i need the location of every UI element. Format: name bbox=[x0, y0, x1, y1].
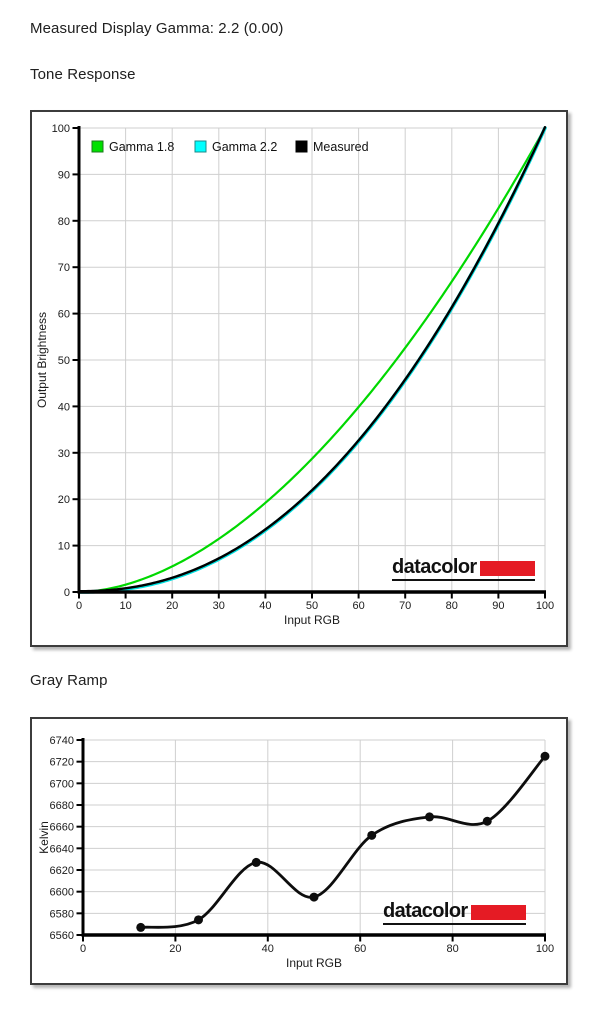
datacolor-logo-red-bar bbox=[470, 905, 526, 920]
svg-text:70: 70 bbox=[58, 262, 70, 274]
gray-ramp-chart: 0 20 40 60 80 100 6560 6580 6600 6620 6640 6660 6680… bbox=[37, 735, 554, 970]
svg-text:0: 0 bbox=[64, 587, 70, 599]
gray-ramp-title: Gray Ramp bbox=[30, 672, 108, 689]
svg-text:6700: 6700 bbox=[50, 778, 74, 790]
svg-text:20: 20 bbox=[169, 943, 181, 955]
svg-text:70: 70 bbox=[399, 600, 411, 612]
svg-text:6660: 6660 bbox=[50, 822, 74, 834]
svg-text:40: 40 bbox=[262, 943, 274, 955]
svg-text:40: 40 bbox=[259, 600, 271, 612]
svg-text:6600: 6600 bbox=[50, 887, 74, 899]
svg-text:Kelvin: Kelvin bbox=[37, 821, 51, 854]
datacolor-logo-text: datacolor bbox=[392, 556, 477, 578]
datacolor-logo: datacolor bbox=[383, 900, 526, 925]
svg-text:60: 60 bbox=[58, 309, 70, 321]
tone-response-chart: 0 10 20 30 40 50 60 70 80 90 100 0 10 20 30 40 50 60 70 80 9… bbox=[35, 123, 554, 627]
datacolor-logo: datacolor bbox=[392, 556, 535, 581]
svg-text:30: 30 bbox=[58, 448, 70, 460]
svg-text:30: 30 bbox=[213, 600, 225, 612]
svg-text:6560: 6560 bbox=[50, 930, 74, 942]
svg-text:Output Brightness: Output Brightness bbox=[35, 312, 49, 408]
svg-text:100: 100 bbox=[52, 123, 70, 135]
svg-text:80: 80 bbox=[446, 943, 458, 955]
datacolor-logo-text: datacolor bbox=[383, 900, 468, 922]
svg-text:6580: 6580 bbox=[50, 908, 74, 920]
svg-text:6720: 6720 bbox=[50, 757, 74, 769]
svg-text:50: 50 bbox=[306, 600, 318, 612]
svg-text:50: 50 bbox=[58, 355, 70, 367]
svg-text:Gamma 1.8: Gamma 1.8 bbox=[109, 140, 174, 154]
gray-ramp-chart-panel: 0 20 40 60 80 100 6560 6580 6600 6620 6640 6660 6680… bbox=[30, 717, 568, 985]
svg-text:0: 0 bbox=[80, 943, 86, 955]
datacolor-logo-red-bar bbox=[479, 561, 535, 576]
svg-text:6740: 6740 bbox=[50, 735, 74, 747]
tone-response-chart-panel: 0 10 20 30 40 50 60 70 80 90 100 0 10 20 30 40 50 60 70 80 9… bbox=[30, 110, 568, 647]
svg-text:20: 20 bbox=[166, 600, 178, 612]
svg-text:100: 100 bbox=[536, 943, 554, 955]
svg-text:80: 80 bbox=[446, 600, 458, 612]
measured-gamma-heading: Measured Display Gamma: 2.2 (0.00) bbox=[30, 20, 284, 37]
svg-text:90: 90 bbox=[492, 600, 504, 612]
svg-text:6680: 6680 bbox=[50, 800, 74, 812]
svg-text:60: 60 bbox=[352, 600, 364, 612]
svg-text:20: 20 bbox=[58, 494, 70, 506]
svg-text:Input RGB: Input RGB bbox=[286, 956, 342, 970]
svg-text:6620: 6620 bbox=[50, 865, 74, 877]
svg-text:100: 100 bbox=[536, 600, 554, 612]
svg-text:Gamma 2.2: Gamma 2.2 bbox=[212, 140, 277, 154]
svg-text:90: 90 bbox=[58, 169, 70, 181]
svg-text:6640: 6640 bbox=[50, 843, 74, 855]
svg-text:10: 10 bbox=[58, 541, 70, 553]
svg-text:0: 0 bbox=[76, 600, 82, 612]
svg-text:40: 40 bbox=[58, 401, 70, 413]
svg-text:60: 60 bbox=[354, 943, 366, 955]
svg-text:10: 10 bbox=[119, 600, 131, 612]
svg-text:Measured: Measured bbox=[313, 140, 369, 154]
svg-text:Input RGB: Input RGB bbox=[284, 613, 340, 627]
svg-text:80: 80 bbox=[58, 216, 70, 228]
tone-response-title: Tone Response bbox=[30, 66, 136, 83]
